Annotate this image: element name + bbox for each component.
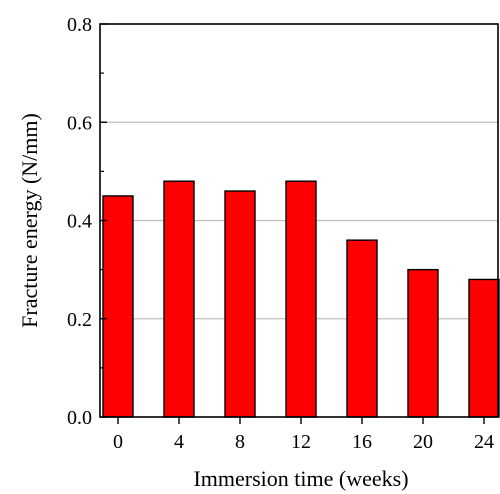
- x-axis-label: Immersion time (weeks): [193, 466, 408, 491]
- y-tick-label: 0.0: [67, 407, 92, 429]
- x-tick-label: 20: [413, 431, 433, 453]
- y-tick-labels: 0.0 0.2 0.4 0.6 0.8: [67, 14, 92, 429]
- y-tick-label: 0.4: [67, 211, 92, 233]
- y-axis-label: Fracture energy (N/mm): [17, 113, 42, 328]
- x-tick-label: 24: [474, 431, 494, 453]
- bar: [102, 195, 134, 418]
- bar: [346, 239, 378, 418]
- bar: [407, 268, 439, 418]
- x-tick-labels: 0 4 8 12 16 20 24: [113, 431, 494, 453]
- x-tick-label: 8: [235, 431, 245, 453]
- x-tick-label: 16: [352, 431, 372, 453]
- axis-ticks: [100, 23, 485, 424]
- bar: [163, 180, 195, 418]
- x-tick-label: 12: [291, 431, 311, 453]
- bars: [102, 180, 500, 418]
- bar: [285, 180, 317, 418]
- y-tick-label: 0.8: [67, 14, 92, 36]
- x-tick-label: 0: [113, 431, 123, 453]
- bar: [468, 278, 500, 418]
- x-tick-label: 4: [174, 431, 184, 453]
- y-tick-label: 0.6: [67, 112, 92, 134]
- bar: [224, 190, 256, 418]
- y-tick-label: 0.2: [67, 309, 92, 331]
